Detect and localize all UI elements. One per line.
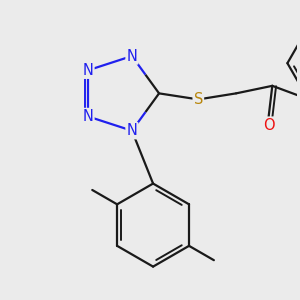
Text: S: S — [194, 92, 203, 107]
Text: N: N — [82, 63, 94, 78]
Text: N: N — [82, 109, 94, 124]
Text: O: O — [263, 118, 274, 133]
Text: N: N — [127, 49, 137, 64]
Text: N: N — [127, 123, 137, 138]
